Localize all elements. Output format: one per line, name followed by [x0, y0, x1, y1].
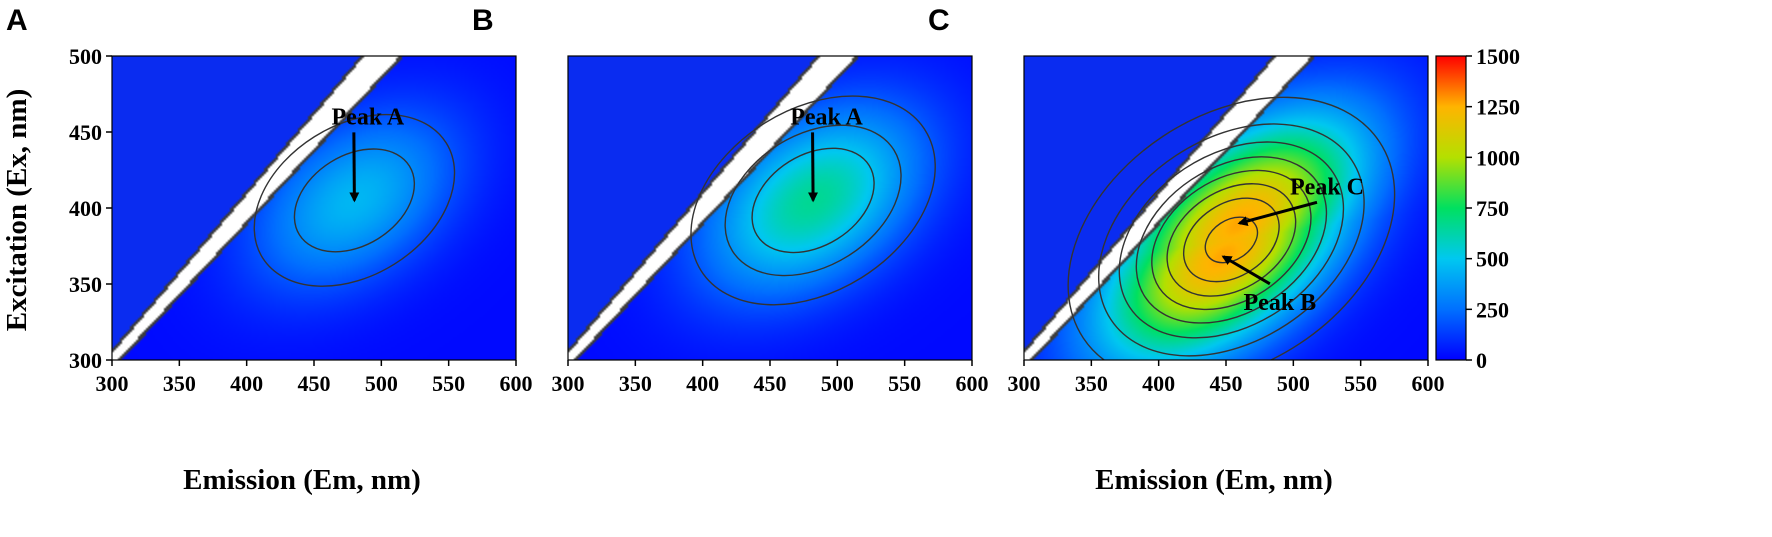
x-tick-label: 300: [1008, 371, 1041, 396]
contour-line: [724, 124, 902, 277]
x-tick-label: 450: [1210, 371, 1243, 396]
contour-line: [1118, 141, 1345, 339]
heatmap-C: [1024, 56, 1428, 360]
peak-arrow: [1237, 200, 1318, 226]
contour-line: [751, 147, 875, 254]
x-tick-label: 350: [1075, 371, 1108, 396]
contour-line: [293, 148, 416, 253]
x-tick-label: 550: [888, 371, 921, 396]
contour-line: [1182, 197, 1280, 283]
x-tick-label: 400: [230, 371, 263, 396]
contours-A: [253, 113, 456, 287]
colorbar-tick-label: 750: [1476, 196, 1509, 221]
heatmap-A: [112, 56, 516, 360]
x-tick-label: 450: [754, 371, 787, 396]
peak-label: Peak A: [332, 104, 405, 130]
peak-label: Peak C: [1290, 174, 1364, 200]
x-tick-label: 600: [1412, 371, 1445, 396]
x-tick-label: 400: [686, 371, 719, 396]
x-tick-label: 300: [96, 371, 129, 396]
panel-C: 300 350 400 450 500 550 600 Emission (Em, nm) C P…: [928, 4, 1445, 496]
heatmap-B: [568, 56, 972, 360]
colorbar-tick-label: 500: [1476, 247, 1509, 272]
contour-line: [1204, 216, 1259, 264]
colorbar-tick-label: 1250: [1476, 95, 1520, 120]
y-tick-label: 450: [69, 120, 102, 145]
colorbar-gradient: [1435, 55, 1467, 361]
contour-line: [253, 113, 456, 287]
contours-B: [690, 95, 936, 306]
panel-label: C: [928, 4, 950, 37]
contour-line: [1097, 123, 1365, 357]
colorbar-tick-label: 250: [1476, 297, 1509, 322]
colorbar-tick-label: 1500: [1476, 44, 1520, 69]
panel-label: A: [6, 4, 28, 37]
x-tick-label: 450: [298, 371, 331, 396]
colorbar-tick-label: 1000: [1476, 145, 1520, 170]
y-axis-label: Excitation (Ex, nm): [1, 89, 33, 331]
contour-line: [1151, 169, 1312, 311]
contour-line: [1166, 183, 1297, 297]
x-axis-label: Emission (Em, nm): [183, 464, 421, 496]
peak-arrow: [1221, 255, 1271, 286]
x-tick-label: 400: [1142, 371, 1175, 396]
peak-arrow: [349, 132, 360, 203]
x-tick-label: 600: [956, 371, 989, 396]
x-tick-label: 550: [432, 371, 465, 396]
panel-label: B: [472, 4, 494, 37]
panel-B: 300 350 400 450 500 550 600 B Peak A: [472, 4, 989, 396]
panel-A: 300 350 400 450 500 550 600 300 350 400 450 500 Emis…: [1, 4, 533, 496]
colorbar-tick-label: 0: [1476, 348, 1487, 373]
contour-line: [1067, 96, 1396, 360]
x-tick-label: 350: [163, 371, 196, 396]
contour-line: [690, 95, 936, 306]
x-tick-label: 350: [619, 371, 652, 396]
y-tick-label: 300: [69, 348, 102, 373]
y-tick-label: 500: [69, 44, 102, 69]
x-axis-label: Emission (Em, nm): [1095, 464, 1333, 496]
x-tick-label: 500: [1277, 371, 1310, 396]
x-tick-label: 600: [500, 371, 533, 396]
x-tick-label: 550: [1344, 371, 1377, 396]
colorbar: 0 250 500 750 1000 1250 1500: [1435, 44, 1520, 373]
x-tick-label: 300: [552, 371, 585, 396]
y-tick-label: 400: [69, 196, 102, 221]
x-tick-label: 500: [365, 371, 398, 396]
peak-arrow: [808, 132, 819, 203]
contours-C: [1067, 96, 1396, 360]
y-tick-label: 350: [69, 272, 102, 297]
peak-label: Peak A: [790, 104, 863, 130]
contour-line: [1135, 156, 1328, 324]
x-tick-label: 500: [821, 371, 854, 396]
peak-label: Peak B: [1244, 290, 1317, 316]
